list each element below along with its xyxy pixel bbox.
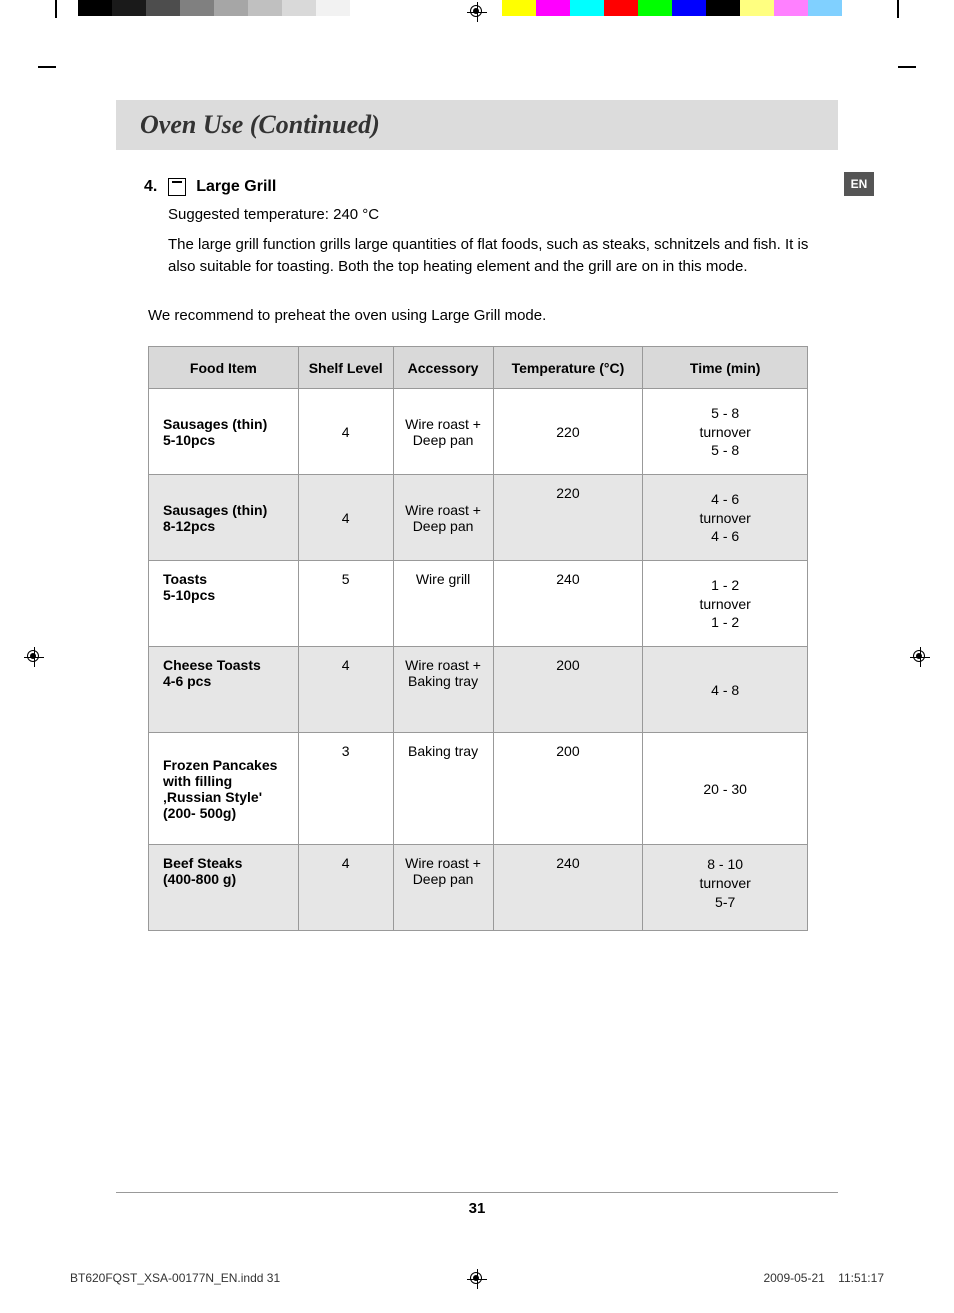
swatch [706, 0, 740, 16]
page-number: 31 [469, 1200, 486, 1217]
section-name: Large Grill [196, 178, 276, 195]
cell-time: 4 - 6turnover4 - 6 [643, 475, 808, 561]
swatch [536, 0, 570, 16]
swatch [604, 0, 638, 16]
swatch [740, 0, 774, 16]
swatch [774, 0, 808, 16]
registration-mark-bottom-icon [467, 1269, 487, 1289]
col-accessory: Accessory [393, 347, 493, 389]
cell-food-item: Sausages (thin)5-10pcs [149, 389, 299, 475]
cell-shelf-level: 4 [298, 647, 393, 733]
language-badge: EN [844, 172, 874, 196]
cell-time: 5 - 8turnover5 - 8 [643, 389, 808, 475]
swatch [146, 0, 180, 16]
cell-accessory: Wire roast +Baking tray [393, 647, 493, 733]
cell-shelf-level: 5 [298, 561, 393, 647]
cell-time: 1 - 2turnover1 - 2 [643, 561, 808, 647]
swatch [570, 0, 604, 16]
cell-time: 20 - 30 [643, 733, 808, 845]
table-row: Sausages (thin)5-10pcs4Wire roast +Deep … [149, 389, 808, 475]
page-content: Oven Use (Continued) EN 4. Large Grill S… [116, 100, 838, 1213]
cell-food-item: Toasts5-10pcs [149, 561, 299, 647]
cell-temperature: 200 [493, 647, 643, 733]
color-swatch-bar [502, 0, 876, 16]
swatch [214, 0, 248, 16]
cell-food-item: Frozen Pancakeswith filling‚Russian Styl… [149, 733, 299, 845]
table-row: Sausages (thin)8-12pcs4Wire roast +Deep … [149, 475, 808, 561]
cooking-guide-table: Food Item Shelf Level Accessory Temperat… [148, 346, 808, 931]
swatch [282, 0, 316, 16]
cell-food-item: Beef Steaks(400-800 g) [149, 845, 299, 931]
swatch [316, 0, 350, 16]
cell-temperature: 240 [493, 845, 643, 931]
section-heading-row: 4. Large Grill [116, 178, 838, 196]
cell-temperature: 220 [493, 389, 643, 475]
swatch [672, 0, 706, 16]
cell-accessory: Wire roast +Deep pan [393, 475, 493, 561]
cell-time: 4 - 8 [643, 647, 808, 733]
cell-food-item: Cheese Toasts4-6 pcs [149, 647, 299, 733]
cell-temperature: 240 [493, 561, 643, 647]
cell-shelf-level: 3 [298, 733, 393, 845]
table-row: Toasts5-10pcs5Wire grill2401 - 2turnover… [149, 561, 808, 647]
suggested-temperature: Suggested temperature: 240 °C [168, 204, 838, 226]
table-header-row: Food Item Shelf Level Accessory Temperat… [149, 347, 808, 389]
footer-divider [116, 1192, 838, 1193]
col-food-item: Food Item [149, 347, 299, 389]
gray-swatch-bar [78, 0, 384, 16]
section-header-title: Oven Use (Continued) [140, 110, 380, 140]
section-number: 4. [144, 178, 157, 195]
cell-accessory: Wire roast +Deep pan [393, 389, 493, 475]
footer-datetime: 2009-05-21 11:51:17 [763, 1271, 884, 1285]
cell-accessory: Wire grill [393, 561, 493, 647]
cell-temperature: 200 [493, 733, 643, 845]
cell-temperature: 220 [493, 475, 643, 561]
swatch [638, 0, 672, 16]
swatch [502, 0, 536, 16]
swatch [842, 0, 876, 16]
swatch [180, 0, 214, 16]
registration-mark-left-icon [24, 647, 44, 667]
cell-shelf-level: 4 [298, 475, 393, 561]
grill-mode-icon [168, 178, 186, 196]
col-shelf-level: Shelf Level [298, 347, 393, 389]
crop-mark [38, 66, 56, 68]
cell-accessory: Wire roast +Deep pan [393, 845, 493, 931]
cell-accessory: Baking tray [393, 733, 493, 845]
crop-mark [898, 66, 916, 68]
cell-shelf-level: 4 [298, 845, 393, 931]
table-row: Cheese Toasts4-6 pcs4Wire roast +Baking … [149, 647, 808, 733]
swatch [112, 0, 146, 16]
swatch [248, 0, 282, 16]
swatch [78, 0, 112, 16]
cell-food-item: Sausages (thin)8-12pcs [149, 475, 299, 561]
section-header: Oven Use (Continued) [116, 100, 838, 150]
registration-mark-right-icon [910, 647, 930, 667]
col-time: Time (min) [643, 347, 808, 389]
col-temperature: Temperature (°C) [493, 347, 643, 389]
preheat-recommendation: We recommend to preheat the oven using L… [148, 307, 838, 324]
footer-file: BT620FQST_XSA-00177N_EN.indd 31 [70, 1271, 280, 1285]
table-row: Frozen Pancakeswith filling‚Russian Styl… [149, 733, 808, 845]
swatch [808, 0, 842, 16]
cell-time: 8 - 10turnover5-7 [643, 845, 808, 931]
section-description: The large grill function grills large qu… [168, 234, 838, 278]
registration-mark-top-icon [467, 2, 487, 22]
table-row: Beef Steaks(400-800 g)4Wire roast +Deep … [149, 845, 808, 931]
cell-shelf-level: 4 [298, 389, 393, 475]
swatch [350, 0, 384, 16]
